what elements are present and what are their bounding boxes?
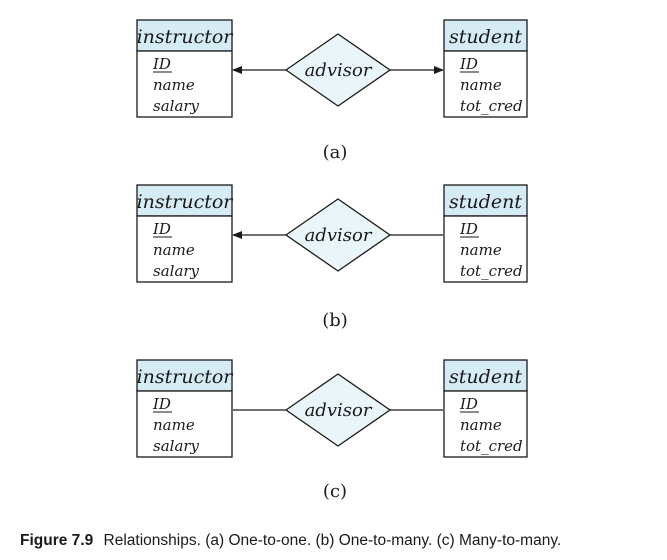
right-entity-name: student (449, 366, 522, 388)
left-entity-header (136, 184, 233, 217)
right-attribute-id: ID (459, 55, 478, 73)
right-attribute-id: ID (459, 220, 478, 238)
left-entity-name: instructor (137, 191, 235, 213)
relationship-name: advisor (305, 400, 373, 421)
right-entity-header (443, 359, 528, 392)
left-attribute-id: ID (152, 55, 171, 73)
right-attribute-tot-cred: tot_cred (460, 262, 523, 280)
left-entity-name: instructor (137, 26, 235, 48)
right-attribute-id: ID (459, 395, 478, 413)
left-entity-body (136, 50, 233, 118)
figure-caption-text: Relationships. (a) One-to-one. (b) One-t… (103, 532, 562, 549)
left-attribute-salary: salary (153, 97, 200, 115)
panel-label: (a) (323, 142, 348, 163)
right-entity-name: student (449, 26, 522, 48)
er-diagram-b: instructor ID name salary student ID name tot_c… (136, 184, 528, 331)
left-attribute-salary: salary (153, 437, 200, 455)
left-entity-header (136, 19, 233, 52)
left-entity-body (136, 215, 233, 283)
right-entity-body (443, 390, 528, 458)
left-attribute-name: name (153, 241, 195, 259)
panel-label: (c) (323, 481, 347, 502)
right-entity-body (443, 215, 528, 283)
figure-caption: Figure 7.9 Relationships. (a) One-to-one… (20, 532, 561, 550)
er-diagram-figure: instructor ID name salary student ID name tot_c… (136, 19, 528, 502)
relationship-name: advisor (305, 225, 373, 246)
relationship-name: advisor (305, 60, 373, 81)
right-attribute-name: name (460, 76, 502, 94)
right-attribute-name: name (460, 416, 502, 434)
left-attribute-id: ID (152, 395, 171, 413)
right-entity-name: student (449, 191, 522, 213)
right-entity-body (443, 50, 528, 118)
left-entity-name: instructor (137, 366, 235, 388)
left-entity-body (136, 390, 233, 458)
panel-label: (b) (322, 310, 348, 331)
left-attribute-id: ID (152, 220, 171, 238)
er-diagram-c: instructor ID name salary student ID name tot_c… (136, 359, 528, 502)
left-attribute-name: name (153, 416, 195, 434)
figure-number: Figure 7.9 (20, 532, 94, 549)
left-attribute-salary: salary (153, 262, 200, 280)
left-attribute-name: name (153, 76, 195, 94)
er-diagram-a: instructor ID name salary student ID name tot_c… (136, 19, 528, 163)
right-attribute-name: name (460, 241, 502, 259)
right-attribute-tot-cred: tot_cred (460, 97, 523, 115)
right-attribute-tot-cred: tot_cred (460, 437, 523, 455)
